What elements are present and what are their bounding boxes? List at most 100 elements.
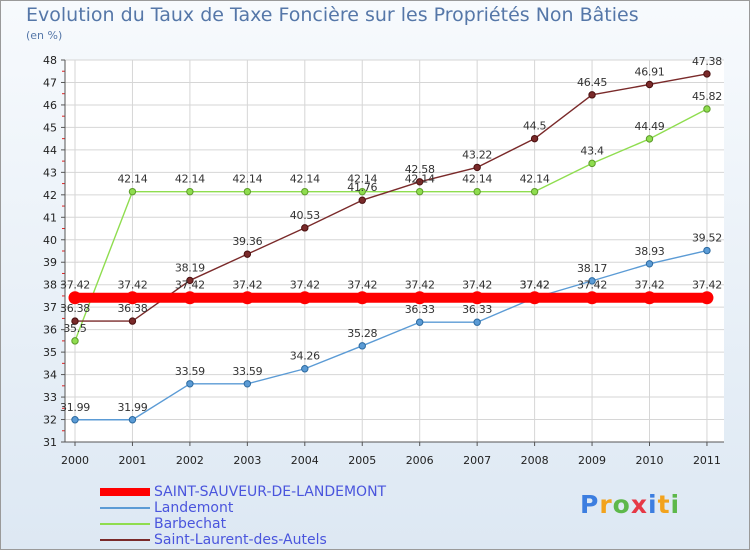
data-point bbox=[301, 187, 309, 196]
data-label: 47.38 bbox=[692, 55, 722, 68]
y-tick-label: 44 bbox=[43, 144, 57, 157]
y-tick-label: 37 bbox=[43, 301, 57, 314]
data-point bbox=[243, 380, 252, 388]
data-point bbox=[186, 187, 194, 196]
data-point bbox=[530, 134, 539, 143]
data-point bbox=[358, 196, 366, 204]
data-point bbox=[68, 291, 82, 305]
logo-letter: r bbox=[599, 490, 613, 519]
x-tick-label: 2009 bbox=[578, 454, 606, 467]
data-point bbox=[643, 291, 656, 305]
series-line bbox=[75, 249, 708, 421]
x-tick-label: 2000 bbox=[61, 454, 89, 467]
data-label: 35.5 bbox=[63, 322, 87, 335]
data-point bbox=[355, 291, 369, 305]
data-label: 37.42 bbox=[692, 279, 722, 292]
x-tick-label: 2002 bbox=[176, 454, 204, 467]
data-point bbox=[301, 365, 309, 373]
data-point bbox=[703, 246, 711, 255]
data-point bbox=[183, 291, 197, 305]
data-label: 37.42 bbox=[405, 279, 435, 292]
legend: SAINT-SAUVEUR-DE-LANDEMONT Landemont Barbe… bbox=[100, 484, 386, 548]
y-tick-label: 48 bbox=[43, 54, 57, 67]
data-point bbox=[530, 187, 539, 196]
y-tick-label: 40 bbox=[43, 234, 57, 247]
x-tick-label: 2004 bbox=[291, 454, 319, 467]
data-label: 37.42 bbox=[577, 279, 607, 292]
data-label: 33.59 bbox=[175, 365, 205, 378]
legend-swatch bbox=[100, 523, 150, 525]
data-point bbox=[128, 416, 137, 424]
x-tick-label: 2010 bbox=[636, 454, 664, 467]
data-label: 31.99 bbox=[117, 401, 147, 414]
y-tick-label: 35 bbox=[43, 346, 57, 359]
data-point bbox=[588, 277, 596, 285]
data-label: 37.42 bbox=[290, 279, 320, 292]
legend-label: Landemont bbox=[154, 500, 234, 516]
data-point bbox=[186, 276, 194, 285]
data-label: 42.14 bbox=[232, 173, 262, 186]
data-point bbox=[585, 291, 599, 305]
data-point bbox=[528, 291, 542, 305]
logo-letter: P bbox=[580, 490, 600, 519]
data-label: 37.42 bbox=[635, 279, 665, 292]
data-label: 43.4 bbox=[580, 144, 604, 157]
data-label: 36.38 bbox=[60, 302, 90, 315]
legend-label: Barbechat bbox=[154, 516, 227, 532]
y-tick-label: 31 bbox=[43, 436, 57, 449]
data-label: 42.14 bbox=[405, 173, 435, 186]
data-label: 42.14 bbox=[117, 173, 147, 186]
data-label: 37.42 bbox=[347, 279, 377, 292]
data-label: 34.26 bbox=[290, 350, 320, 363]
data-point bbox=[470, 291, 484, 305]
data-point bbox=[703, 105, 711, 113]
series-1 bbox=[71, 246, 711, 424]
chart-title: Evolution du Taux de Taxe Foncière sur l… bbox=[26, 4, 639, 26]
data-label: 38.19 bbox=[175, 261, 205, 274]
data-label: 42.14 bbox=[175, 173, 205, 186]
x-tick-label: 2001 bbox=[118, 454, 146, 467]
data-label: 46.45 bbox=[577, 76, 607, 89]
data-point bbox=[645, 80, 654, 89]
data-label: 36.33 bbox=[462, 303, 492, 316]
x-tick-label: 2008 bbox=[521, 454, 549, 467]
data-label: 41.76 bbox=[347, 181, 377, 194]
y-tick-label: 41 bbox=[43, 211, 57, 224]
data-label: 46.91 bbox=[635, 65, 665, 78]
data-label: 36.38 bbox=[117, 302, 147, 315]
y-tick-label: 43 bbox=[43, 166, 57, 179]
data-label: 40.53 bbox=[290, 209, 320, 222]
data-label: 38.93 bbox=[635, 245, 665, 258]
data-point bbox=[358, 342, 366, 350]
x-tick-label: 2011 bbox=[693, 454, 721, 467]
data-point bbox=[473, 187, 481, 196]
x-tick-label: 2003 bbox=[233, 454, 261, 467]
data-point bbox=[588, 91, 596, 99]
data-label: 39.52 bbox=[692, 232, 722, 245]
data-label: 44.49 bbox=[635, 120, 665, 133]
logo-letter: i bbox=[648, 490, 658, 519]
data-label: 42.14 bbox=[462, 173, 492, 186]
logo-letter: o bbox=[612, 490, 631, 519]
data-point bbox=[243, 187, 252, 196]
data-label: 42.14 bbox=[290, 173, 320, 186]
proxiti-logo: Proxiti bbox=[580, 490, 680, 519]
x-tick-label: 2005 bbox=[348, 454, 376, 467]
data-point bbox=[588, 159, 596, 168]
logo-letter: x bbox=[630, 490, 648, 519]
y-tick-label: 47 bbox=[43, 76, 57, 89]
data-point bbox=[240, 291, 254, 305]
y-tick-label: 46 bbox=[43, 99, 57, 112]
data-label: 37.42 bbox=[232, 279, 262, 292]
data-label: 37.42 bbox=[175, 279, 205, 292]
y-tick-label: 42 bbox=[43, 189, 57, 202]
y-tick-label: 32 bbox=[43, 414, 57, 427]
data-label: 44.5 bbox=[523, 120, 547, 133]
data-point bbox=[473, 163, 481, 172]
legend-swatch bbox=[100, 488, 150, 496]
y-tick-label: 38 bbox=[43, 279, 57, 292]
legend-item: Barbechat bbox=[100, 516, 386, 532]
data-label: 42.58 bbox=[405, 163, 435, 176]
plot-area bbox=[65, 60, 724, 442]
